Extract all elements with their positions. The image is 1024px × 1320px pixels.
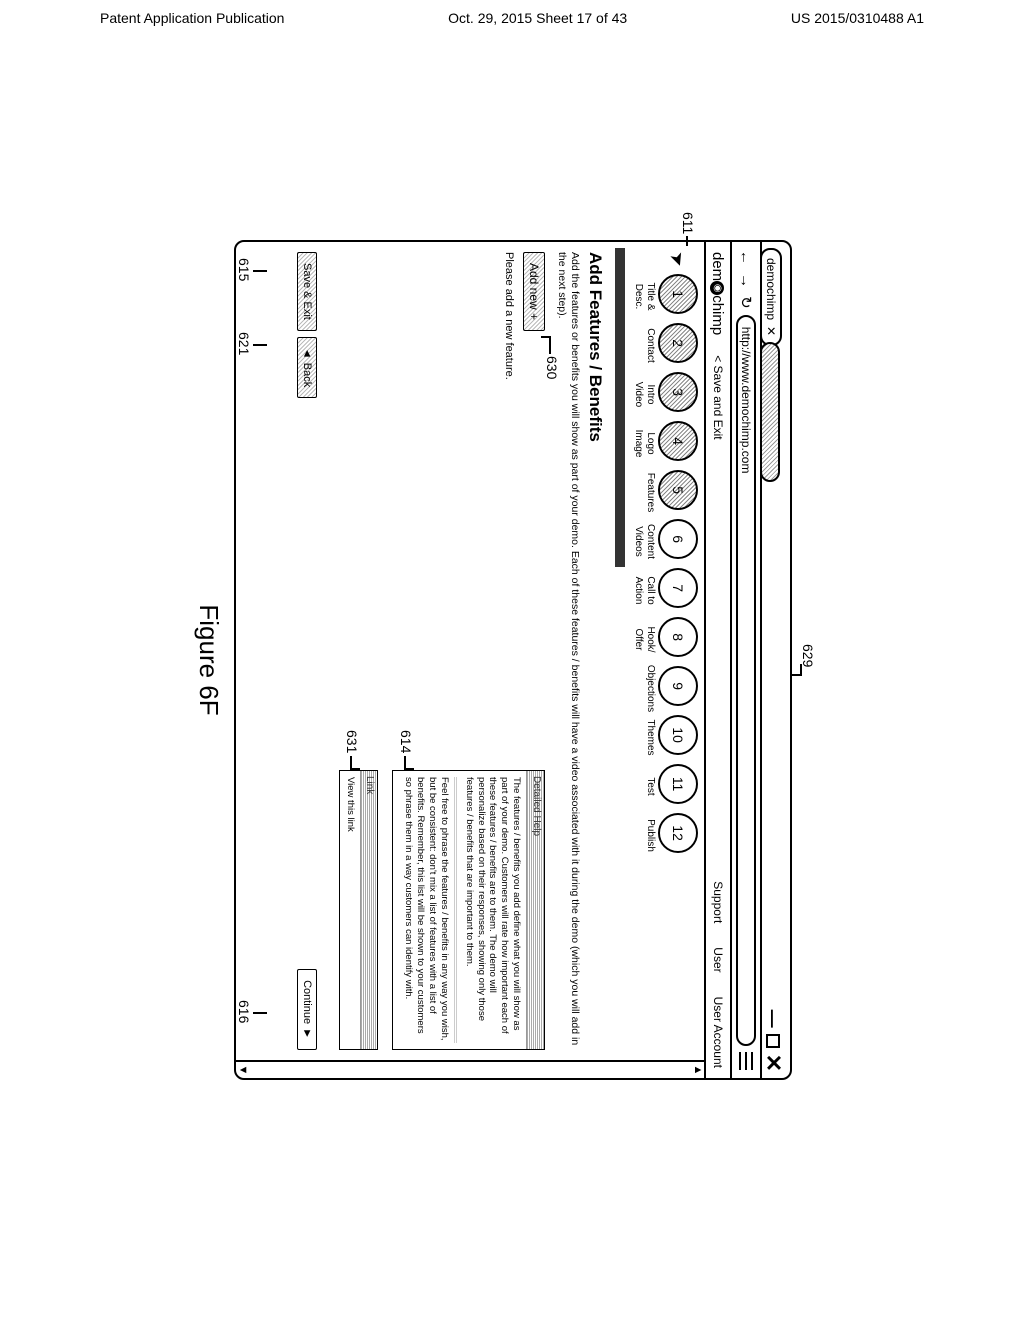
step-1[interactable]: 1 [658,274,698,314]
step-11[interactable]: 11 [658,764,698,804]
reload-icon[interactable]: ↻ [737,296,755,309]
scrollbar[interactable]: ▲ ▼ [236,1060,704,1078]
browser-tab-inactive[interactable] [760,342,780,482]
help-box-header: Detailed Help [526,771,544,1049]
scroll-up-icon[interactable]: ▲ [692,1065,703,1076]
step-10[interactable]: 10 [658,715,698,755]
callout-630: 630 [544,356,560,379]
step-8[interactable]: 8 [658,617,698,657]
step-6[interactable]: 6 [658,519,698,559]
nav-back-forward-icons[interactable]: ← → [738,250,755,290]
minimize-icon[interactable]: — [764,1010,782,1028]
tab-close-icon[interactable]: ✕ [764,326,778,336]
callout-611: 611 [680,212,696,234]
callout-615: 615 [236,258,252,281]
step-4[interactable]: 4 [658,421,698,461]
step-9[interactable]: 9 [658,666,698,706]
topnav-user-account[interactable]: User Account [711,997,725,1068]
close-window-icon[interactable]: ✕ [762,1054,784,1072]
figure-caption: Figure 6F [193,240,224,1080]
content-area: ➤ 1 2 3 4 5 6 7 8 9 10 11 12 Title & Des… [236,242,704,1078]
callout-621: 621 [236,332,252,355]
save-exit-button[interactable]: Save & Exit [297,252,317,331]
step-2[interactable]: 2 [658,323,698,363]
back-button[interactable]: ◄ Back [297,337,317,398]
app-top-bar: dem◉chimp < Save and Exit Support User U… [704,242,730,1078]
header-right: US 2015/0310488 A1 [791,10,924,26]
add-new-button[interactable]: Add new + [523,252,545,331]
scroll-down-icon[interactable]: ▼ [237,1065,248,1076]
url-field[interactable]: http://www.demochimp.com [736,315,756,1046]
footer-button-row: Save & Exit ◄ Back Continue ► [297,252,317,1050]
browser-window: demochimp ✕ — ✕ ← → ↻ http://www.demochi… [234,240,792,1080]
figure-frame: 6 2 9 demochimp ✕ — ✕ ← → ↻ http://www.dem… [232,240,792,1080]
maximize-icon[interactable] [766,1034,780,1048]
cursor-icon: ➤ [666,249,691,270]
step-12[interactable]: 12 [658,813,698,853]
back-arrow-icon: ◄ [301,348,313,359]
continue-button[interactable]: Continue ► [297,969,317,1050]
detailed-help-box: Detailed Help The features / benefits yo… [392,770,544,1050]
step-5[interactable]: 5 [658,470,698,510]
section-divider [615,248,625,567]
header-left: Patent Application Publication [100,10,284,26]
continue-arrow-icon: ► [301,1028,313,1039]
patent-page-header: Patent Application Publication Oct. 29, … [0,0,1024,32]
progress-stepper: ➤ 1 2 3 4 5 6 7 8 9 10 11 12 [658,252,698,1050]
section-title: Add Features / Benefits [585,252,605,1050]
save-exit-toplink[interactable]: < Save and Exit [711,355,725,439]
callout-616: 616 [236,1000,252,1023]
window-title-bar: demochimp ✕ — ✕ [760,242,790,1078]
callout-614: 614 [398,730,414,753]
header-center: Oct. 29, 2015 Sheet 17 of 43 [448,10,627,26]
menu-icon[interactable] [739,1052,753,1070]
browser-tab[interactable]: demochimp ✕ [760,248,782,346]
top-nav-links: Support User User Account [711,881,725,1068]
step-3[interactable]: 3 [658,372,698,412]
help-text-2: Feel free to phrase the features / benef… [402,777,450,1043]
link-box: Link View this link [339,770,378,1050]
topnav-support[interactable]: Support [711,881,725,923]
window-controls: — ✕ [762,1010,784,1072]
help-text-1: The features / benefits you add define w… [463,777,522,1043]
step-7[interactable]: 7 [658,568,698,608]
brand-logo: dem◉chimp [710,252,727,335]
empty-state-text: Please add a new feature. [503,252,515,754]
link-box-header: Link [360,771,378,1049]
topnav-user[interactable]: User [711,947,725,972]
tab-title: demochimp [764,258,778,320]
browser-address-bar: ← → ↻ http://www.demochimp.com [730,242,760,1078]
step-labels-row: Title & Desc. Contact Intro Video Logo I… [633,272,656,1050]
callout-629: 629 [800,644,816,667]
view-link[interactable]: View this link [345,777,356,832]
callout-631: 631 [344,730,360,753]
